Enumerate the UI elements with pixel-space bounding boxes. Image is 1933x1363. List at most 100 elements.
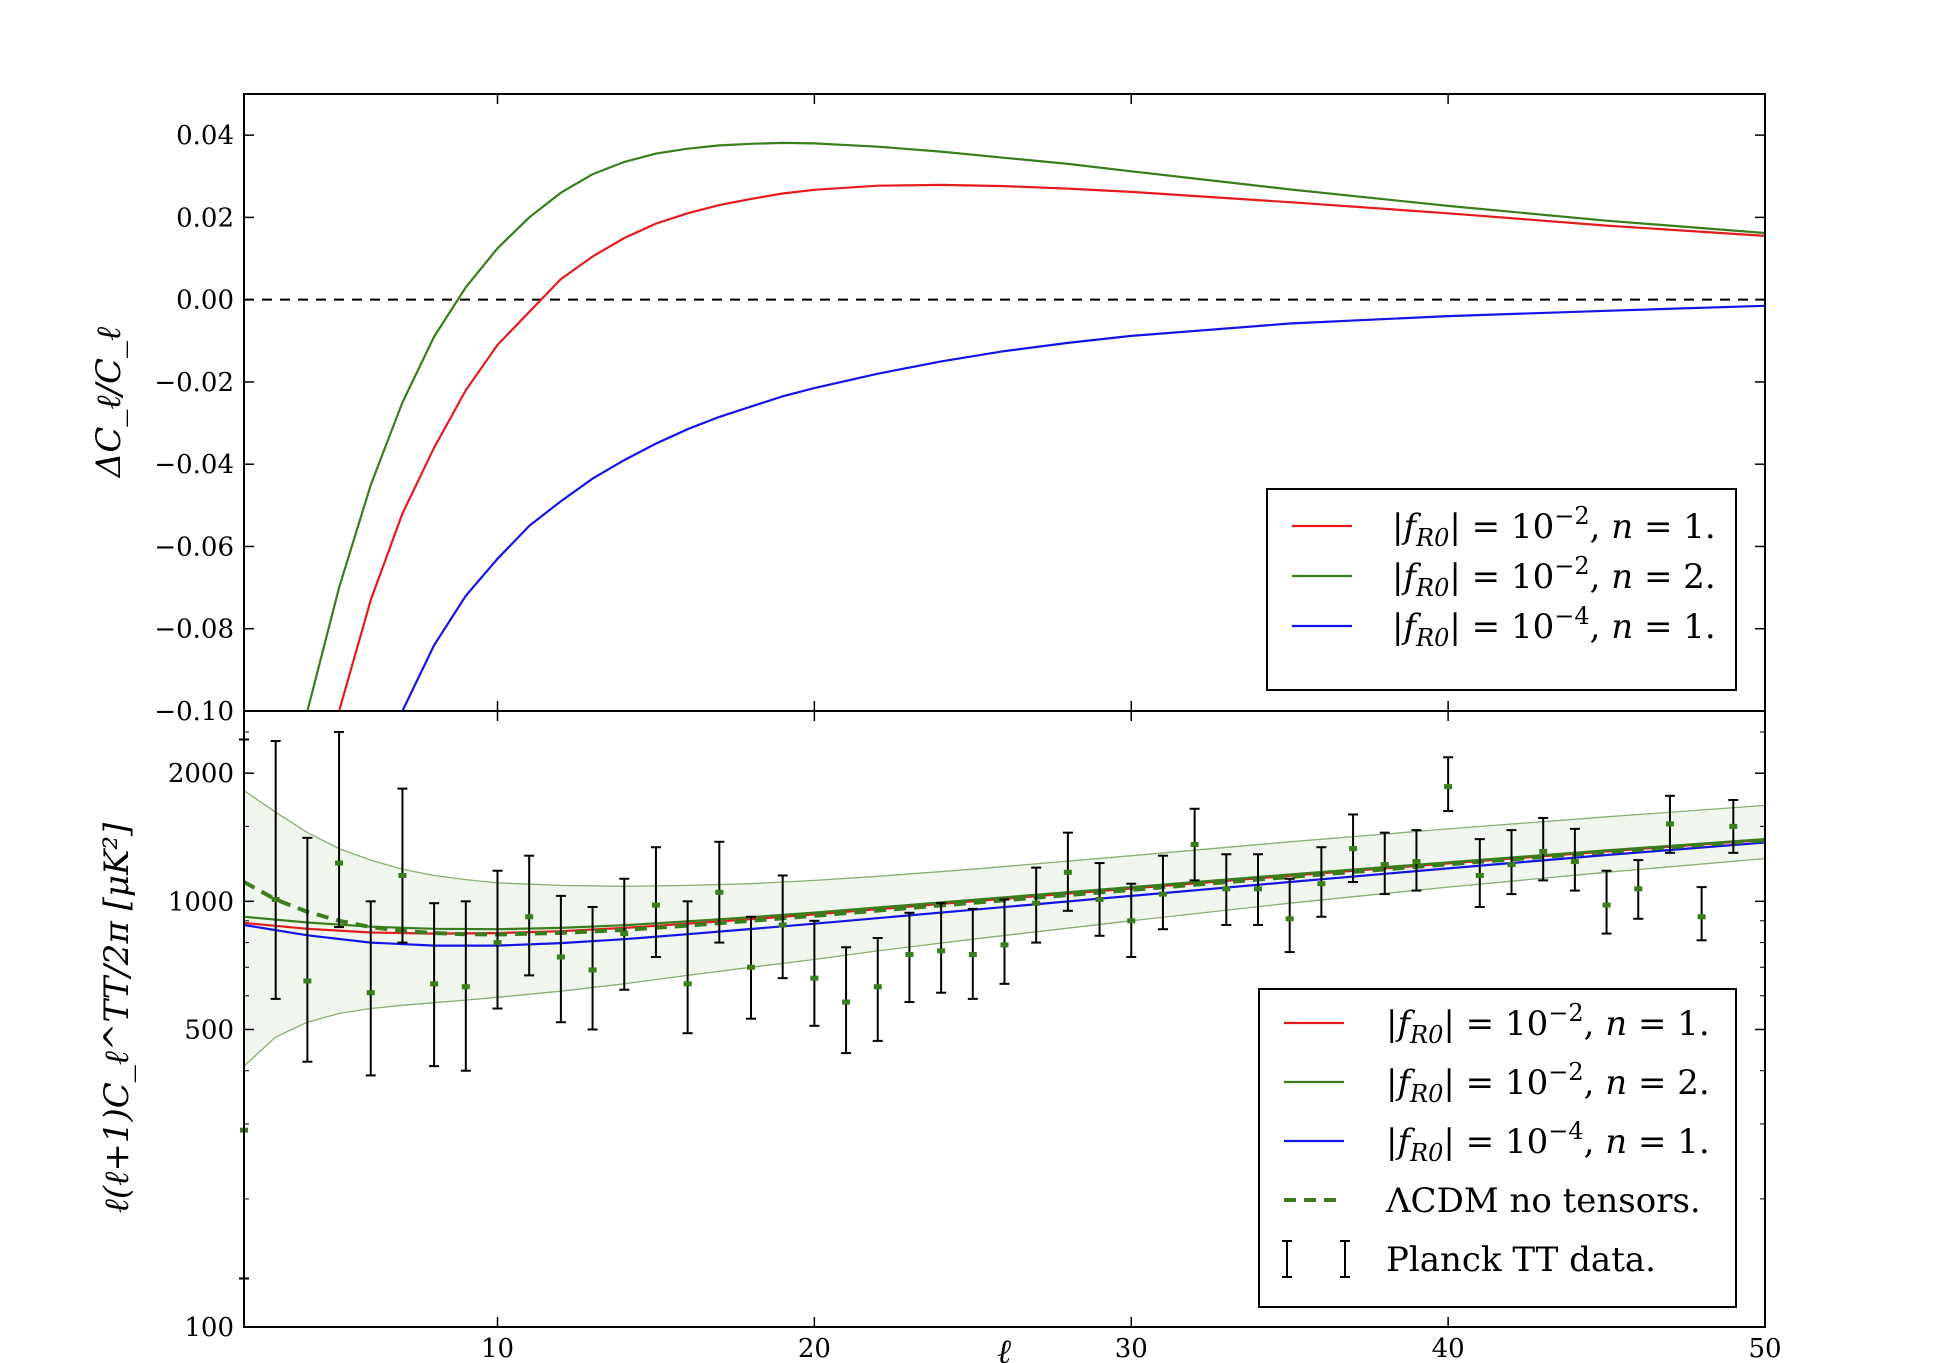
data-point xyxy=(650,846,661,959)
bottom-xlabel: ℓ xyxy=(997,1332,1011,1363)
top-ytick-label: 0.04 xyxy=(176,121,234,151)
data-marker xyxy=(810,975,819,981)
legend-label: |fR0| = 10−2, n = 1. xyxy=(1392,502,1716,552)
legend-label: |fR0| = 10−2, n = 1. xyxy=(1386,999,1710,1049)
bottom-legend-entry: |fR0| = 10−2, n = 1. xyxy=(1284,999,1710,1049)
top-ytick-label: 0.02 xyxy=(176,203,234,233)
data-marker xyxy=(366,990,375,996)
data-marker xyxy=(1190,841,1199,847)
bottom-ytick-label: 1000 xyxy=(168,887,234,917)
bottom-xtick-label: 30 xyxy=(1115,1334,1148,1363)
data-marker xyxy=(1602,902,1611,908)
data-marker xyxy=(493,940,502,946)
data-marker xyxy=(1729,823,1738,829)
data-point xyxy=(967,907,978,1000)
top-ticks: 0.04 0.02 0.00 −0.02 −0.04 −0.06 −0.08 −0.10 xyxy=(154,94,1766,727)
data-point xyxy=(270,740,281,1000)
data-marker xyxy=(461,984,470,990)
data-marker xyxy=(1475,873,1484,879)
bottom-ytick-label: 100 xyxy=(184,1313,234,1343)
data-point xyxy=(302,836,313,1063)
data-point xyxy=(746,915,756,1020)
bottom-xtick-label: 50 xyxy=(1748,1334,1781,1363)
data-point xyxy=(1316,846,1327,918)
data-point xyxy=(397,787,408,944)
data-marker xyxy=(1317,881,1326,887)
data-point xyxy=(999,898,1010,985)
data-marker xyxy=(873,984,882,990)
data-marker xyxy=(747,964,755,970)
data-marker xyxy=(1222,886,1231,892)
data-point xyxy=(1633,859,1644,920)
data-point xyxy=(1664,794,1675,854)
legend-label: |fR0| = 10−2, n = 2. xyxy=(1386,1058,1710,1108)
data-point xyxy=(1379,831,1390,896)
data-point xyxy=(904,911,915,1004)
data-marker xyxy=(1000,942,1009,948)
bottom-legend-entry: |fR0| = 10−2, n = 2. xyxy=(1284,1058,1710,1108)
top-ytick-label: −0.02 xyxy=(154,368,234,398)
data-marker xyxy=(1127,918,1136,924)
data-marker xyxy=(271,896,280,902)
data-marker xyxy=(968,952,977,958)
top-series-line-2 xyxy=(306,141,1765,711)
bottom-legend-entry: |fR0| = 10−4, n = 1. xyxy=(1284,1117,1710,1167)
panel-residuals: 0.04 0.02 0.00 −0.02 −0.04 −0.06 −0.08 −0.10 ΔC… xyxy=(89,93,1766,727)
data-point xyxy=(1538,816,1549,882)
data-point xyxy=(1569,827,1580,892)
bottom-ytick-label: 2000 xyxy=(168,759,234,789)
data-point xyxy=(841,946,852,1055)
data-point xyxy=(334,730,345,929)
bottom-ytick-label: 500 xyxy=(184,1015,234,1045)
data-marker xyxy=(905,952,914,958)
data-point xyxy=(714,840,725,944)
data-point xyxy=(1221,853,1232,926)
data-marker xyxy=(1570,859,1579,865)
data-marker xyxy=(1634,886,1643,892)
data-marker xyxy=(1349,846,1358,852)
data-marker xyxy=(778,922,787,928)
data-point xyxy=(1031,866,1042,944)
bottom-series-line-4 xyxy=(244,838,1765,937)
data-point xyxy=(1601,869,1612,935)
top-ytick-label: −0.08 xyxy=(154,615,234,645)
bottom-ylabel-text: ℓ(ℓ+1)C_ℓ^TT/2π [μK²] xyxy=(97,822,137,1213)
bottom-legend-entry: Planck TT data. xyxy=(1282,1240,1656,1280)
data-marker xyxy=(1158,891,1167,897)
data-marker xyxy=(937,948,946,954)
data-marker xyxy=(303,978,312,984)
data-point xyxy=(524,854,535,977)
data-point xyxy=(1157,854,1168,931)
data-marker xyxy=(683,981,692,987)
data-marker xyxy=(620,931,629,937)
data-point xyxy=(1126,882,1137,959)
data-marker xyxy=(1095,896,1104,902)
data-point xyxy=(619,877,630,991)
bottom-xtick-label: 40 xyxy=(1432,1334,1465,1363)
legend-label: |fR0| = 10−4, n = 1. xyxy=(1392,602,1716,652)
data-marker xyxy=(1285,916,1294,922)
data-marker xyxy=(1032,900,1041,906)
data-point xyxy=(1728,799,1739,854)
data-point xyxy=(1348,813,1359,884)
data-point xyxy=(460,900,471,1072)
bottom-legend-entry: ΛCDM no tensors. xyxy=(1284,1181,1701,1221)
top-ytick-label: −0.10 xyxy=(154,697,234,727)
legend-label: Planck TT data. xyxy=(1386,1240,1656,1280)
bottom-xtick-label: 10 xyxy=(481,1334,514,1363)
planck-data-points xyxy=(239,730,1739,1280)
legend-label: ΛCDM no tensors. xyxy=(1385,1181,1701,1221)
data-marker xyxy=(398,873,407,879)
data-point xyxy=(365,900,376,1077)
data-marker xyxy=(335,860,344,866)
top-legend: |fR0| = 10−2, n = 1.|fR0| = 10−2, n = 2.… xyxy=(1266,488,1737,691)
top-ylabel-text: ΔC_ℓ/C_ℓ xyxy=(89,327,129,479)
data-point xyxy=(1411,829,1422,892)
data-point xyxy=(587,905,598,1031)
data-point xyxy=(1284,877,1295,954)
data-marker xyxy=(525,914,534,920)
data-marker xyxy=(1063,869,1072,875)
data-point xyxy=(1189,807,1200,882)
top-series-line-1 xyxy=(338,183,1765,711)
top-ytick-label: 0.00 xyxy=(176,286,234,316)
